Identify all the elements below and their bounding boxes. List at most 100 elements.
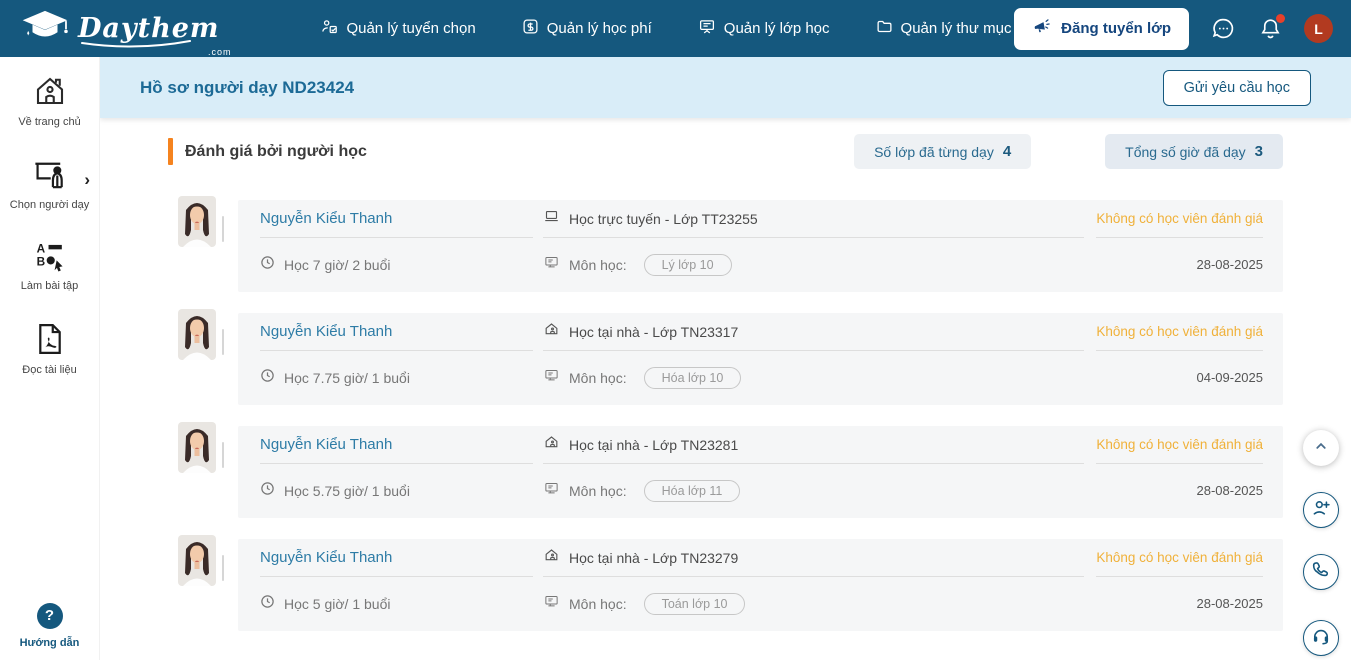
headset-icon xyxy=(1311,626,1331,651)
stat-label: Tổng số giờ đã dạy xyxy=(1125,143,1246,160)
home-class-icon xyxy=(543,547,560,568)
student-name[interactable]: Nguyễn Kiểu Thanh xyxy=(260,436,393,453)
section-title: Đánh giá bởi người học xyxy=(185,142,367,160)
student-name[interactable]: Nguyễn Kiểu Thanh xyxy=(260,323,393,340)
stat-value: 4 xyxy=(1002,143,1012,160)
folder-icon xyxy=(876,18,893,39)
review-date: 04-09-2025 xyxy=(1196,370,1264,385)
review-date: 28-08-2025 xyxy=(1196,257,1264,272)
review-card: Nguyễn Kiểu Thanh Học 7 giờ/ 2 buổi Học … xyxy=(178,196,1283,292)
classroom-icon xyxy=(698,18,716,39)
nav-right: Đăng tuyển lớp L xyxy=(1014,7,1333,50)
add-contact-button[interactable] xyxy=(1303,492,1339,528)
review-status: Không có học viên đánh giá xyxy=(1096,437,1263,452)
nav-item-hoc-phi[interactable]: Quản lý học phí xyxy=(522,18,652,39)
avatar-wrap xyxy=(178,535,224,586)
subject-monitor-icon xyxy=(543,481,560,501)
student-name[interactable]: Nguyễn Kiểu Thanh xyxy=(260,549,393,566)
chat-button[interactable] xyxy=(1210,16,1236,42)
brand-name: Daythem xyxy=(78,13,220,44)
chevron-right-icon: › xyxy=(84,170,90,190)
graduation-cap-icon xyxy=(20,7,70,50)
nav-item-lop-hoc[interactable]: Quản lý lớp học xyxy=(698,18,830,39)
class-info: Học tại nhà - Lớp TN23279 xyxy=(569,549,739,566)
sidebar-item-home[interactable]: Về trang chủ xyxy=(0,73,99,129)
phone-button[interactable] xyxy=(1303,554,1339,590)
sidebar-help[interactable]: ? Hướng dẫn xyxy=(0,602,99,650)
sidebar-item-label: Làm bài tập xyxy=(20,280,79,293)
notification-badge xyxy=(1276,13,1285,23)
tuition-icon xyxy=(522,18,539,39)
study-duration: Học 5.75 giờ/ 1 buổi xyxy=(284,482,410,499)
class-info: Học trực tuyến - Lớp TT23255 xyxy=(569,210,758,227)
nav-item-thu-muc[interactable]: Quản lý thư mục xyxy=(876,18,1012,39)
avatar-divider xyxy=(222,555,224,581)
scroll-to-top-button[interactable] xyxy=(1303,430,1339,466)
review-panel: Nguyễn Kiểu Thanh Học 7.75 giờ/ 1 buổi H… xyxy=(238,313,1283,405)
subject-monitor-icon xyxy=(543,255,560,275)
user-avatar[interactable]: L xyxy=(1304,14,1333,43)
help-icon: ? xyxy=(36,602,63,629)
sidebar: Về trang chủ › Chọn người dạy A B Làm bà… xyxy=(0,57,100,660)
student-name[interactable]: Nguyễn Kiểu Thanh xyxy=(260,210,393,227)
home-class-icon xyxy=(543,321,560,342)
nav-item-label: Quản lý tuyển chọn xyxy=(346,20,476,37)
svg-text:A: A xyxy=(36,242,45,256)
subject-badge: Lý lớp 10 xyxy=(643,253,732,276)
sidebar-item-lam-bai-tap[interactable]: A B Làm bài tập xyxy=(0,239,99,293)
avatar-divider xyxy=(222,442,224,468)
review-panel: Nguyễn Kiểu Thanh Học 7 giờ/ 2 buổi Học … xyxy=(238,200,1283,292)
nav-item-label: Quản lý thư mục xyxy=(900,20,1012,37)
main-nav: Quản lý tuyển chọn Quản lý học phí Quản … xyxy=(321,18,1011,39)
nav-item-tuyen-chon[interactable]: Quản lý tuyển chọn xyxy=(321,18,476,39)
avatar-wrap xyxy=(178,309,224,360)
subject-label: Môn học: xyxy=(569,369,627,386)
subject-monitor-icon xyxy=(543,594,560,614)
logo[interactable]: Daythem .com xyxy=(20,7,230,57)
student-avatar xyxy=(178,196,216,247)
nav-item-label: Quản lý lớp học xyxy=(723,20,830,37)
review-list: Nguyễn Kiểu Thanh Học 7 giờ/ 2 buổi Học … xyxy=(178,196,1283,652)
home-icon xyxy=(32,73,68,109)
review-card: Nguyễn Kiểu Thanh Học 5 giờ/ 1 buổi Học … xyxy=(178,535,1283,631)
section-header: Đánh giá bởi người học Số lớp đã từng dạ… xyxy=(168,134,1283,169)
post-class-label: Đăng tuyển lớp xyxy=(1061,20,1171,37)
quiz-icon: A B xyxy=(32,239,68,273)
help-label: Hướng dẫn xyxy=(19,636,80,649)
avatar-initial: L xyxy=(1314,20,1323,37)
page-title: Hồ sơ người dạy ND23424 xyxy=(140,77,355,97)
section-accent-bar xyxy=(168,138,173,165)
sidebar-item-chon-nguoi-day[interactable]: › Chọn người dạy xyxy=(0,156,99,212)
sidebar-item-label: Chọn người dạy xyxy=(9,199,90,212)
stat-hours-taught: Tổng số giờ đã dạy 3 xyxy=(1105,134,1283,169)
sidebar-item-label: Về trang chủ xyxy=(18,116,81,128)
review-status: Không có học viên đánh giá xyxy=(1096,211,1263,226)
review-panel: Nguyễn Kiểu Thanh Học 5 giờ/ 1 buổi Học … xyxy=(238,539,1283,631)
nav-item-label: Quản lý học phí xyxy=(546,20,652,37)
avatar-divider xyxy=(222,329,224,355)
subject-monitor-icon xyxy=(543,368,560,388)
sidebar-item-doc-tai-lieu[interactable]: Đọc tài liệu xyxy=(0,321,99,377)
notifications-button[interactable] xyxy=(1257,13,1285,42)
study-duration: Học 7 giờ/ 2 buổi xyxy=(284,256,391,273)
support-headset-button[interactable] xyxy=(1303,620,1339,656)
subject-badge: Hóa lớp 10 xyxy=(643,366,742,389)
main-content: Đánh giá bởi người học Số lớp đã từng dạ… xyxy=(100,118,1351,660)
page-header: Hồ sơ người dạy ND23424 Gửi yêu cầu học xyxy=(100,57,1351,118)
review-status: Không có học viên đánh giá xyxy=(1096,324,1263,339)
send-study-request-button[interactable]: Gửi yêu cầu học xyxy=(1162,69,1311,106)
post-class-button[interactable]: Đăng tuyển lớp xyxy=(1014,7,1189,50)
subject-badge: Hóa lớp 11 xyxy=(643,479,741,502)
subject-badge: Toán lớp 10 xyxy=(643,592,746,615)
avatar-wrap xyxy=(178,422,224,473)
chevron-up-icon xyxy=(1312,437,1330,460)
clock-icon xyxy=(260,368,275,388)
laptop-icon xyxy=(543,209,560,229)
student-avatar xyxy=(178,535,216,586)
subject-label: Môn học: xyxy=(569,482,627,499)
home-class-icon xyxy=(543,434,560,455)
candidate-select-icon xyxy=(321,18,338,39)
review-status: Không có học viên đánh giá xyxy=(1096,550,1263,565)
stat-label: Số lớp đã từng dạy xyxy=(874,143,994,160)
person-add-icon xyxy=(1311,498,1331,523)
